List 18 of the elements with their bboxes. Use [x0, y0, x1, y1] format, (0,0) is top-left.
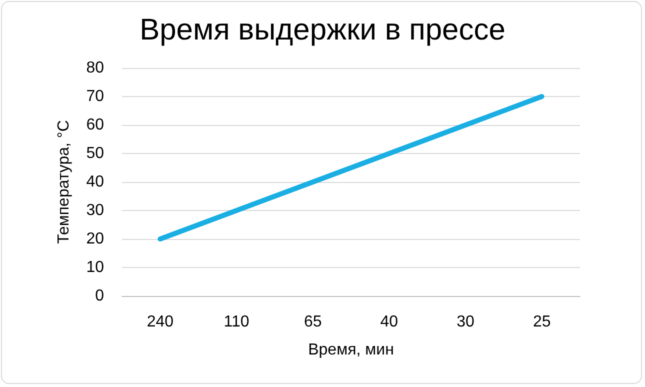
x-tick-label: 25	[532, 314, 551, 330]
x-tick-label: 40	[380, 314, 398, 330]
y-tick-label: 20	[86, 230, 104, 248]
y-tick-label: 70	[86, 88, 104, 105]
x-axis-title: Время, мин	[308, 342, 394, 358]
x-tick-label: 110	[224, 314, 250, 330]
chart-title: Время выдержки в прессе	[140, 14, 506, 46]
y-axis-title: Температура, °C	[56, 120, 72, 244]
x-tick-label: 30	[456, 314, 474, 330]
y-tick-label: 0	[95, 288, 104, 304]
y-tick-label: 80	[86, 60, 104, 76]
y-tick-label: 30	[86, 202, 104, 219]
y-tick-label: 50	[86, 145, 104, 162]
x-tick-label: 240	[146, 314, 174, 330]
y-tick-label: 40	[86, 174, 104, 190]
y-tick-label: 60	[86, 116, 104, 134]
x-tick-label: 65	[304, 314, 322, 330]
y-tick-label: 10	[86, 259, 104, 276]
